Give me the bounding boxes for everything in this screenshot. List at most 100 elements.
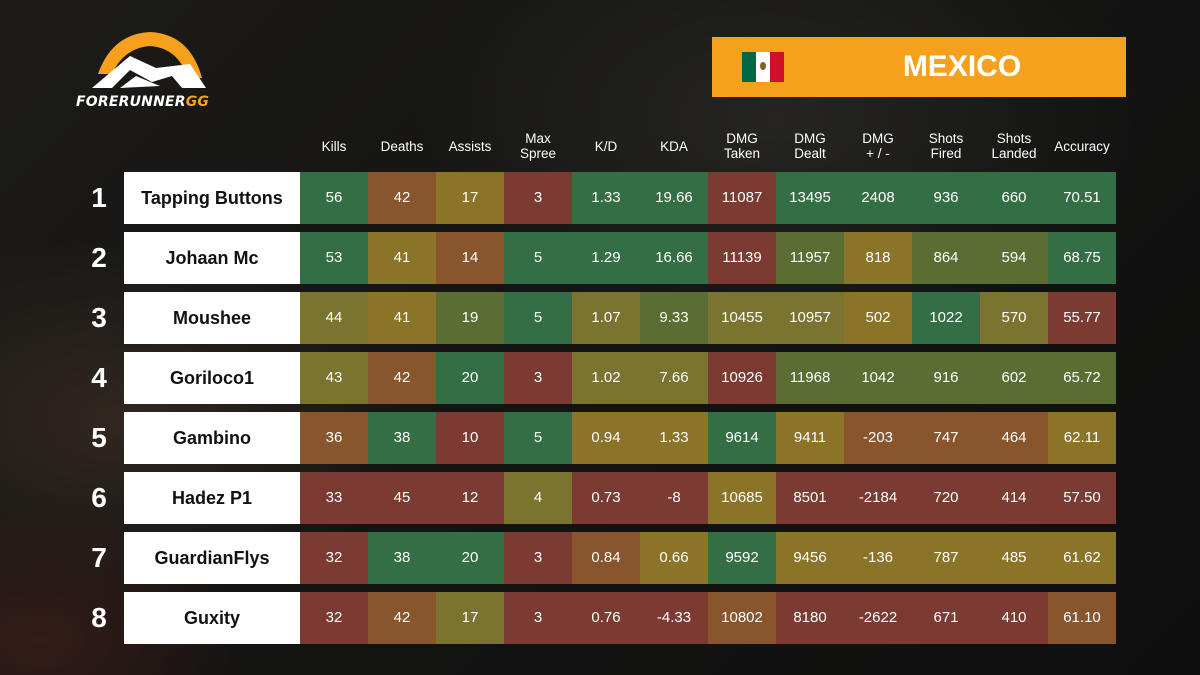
stat-cell: 3 <box>504 532 572 584</box>
stat-cell: 56 <box>300 172 368 224</box>
table-row: 7 GuardianFlys 32 38 20 3 0.84 0.66 9592 9456 -136… <box>0 532 1200 584</box>
stat-cell: 61.10 <box>1048 592 1116 644</box>
stat-cell: 602 <box>980 352 1048 404</box>
column-header: DMG + / - <box>862 131 894 161</box>
stat-cell: 864 <box>912 232 980 284</box>
stat-cell: 9456 <box>776 532 844 584</box>
stat-cell: 485 <box>980 532 1048 584</box>
stat-cell: 14 <box>436 232 504 284</box>
stat-cell: 3 <box>504 592 572 644</box>
stat-cell: 20 <box>436 352 504 404</box>
stat-cell: 13495 <box>776 172 844 224</box>
stat-cell: 5 <box>504 232 572 284</box>
stat-cell: 9411 <box>776 412 844 464</box>
forerunner-emblem-icon <box>92 32 206 88</box>
rank-number: 1 <box>91 182 107 213</box>
stat-cell: 45 <box>368 472 436 524</box>
stat-cell: 10957 <box>776 292 844 344</box>
stat-cell: 8180 <box>776 592 844 644</box>
stat-cell: 570 <box>980 292 1048 344</box>
player-name: Gambino <box>124 412 300 464</box>
stat-cell: 5 <box>504 412 572 464</box>
stat-cell: 0.73 <box>572 472 640 524</box>
forerunner-logo: FORERUNNERGG <box>76 28 226 118</box>
stat-cell: 61.62 <box>1048 532 1116 584</box>
stat-cell: 33 <box>300 472 368 524</box>
stat-cell: 38 <box>368 412 436 464</box>
stat-cell: 3 <box>504 172 572 224</box>
stat-cell: 10926 <box>708 352 776 404</box>
stat-cell: -203 <box>844 412 912 464</box>
stat-cell: 11087 <box>708 172 776 224</box>
stat-cell: 410 <box>980 592 1048 644</box>
stat-cell: 32 <box>300 592 368 644</box>
stat-cell: 10802 <box>708 592 776 644</box>
player-name: GuardianFlys <box>124 532 300 584</box>
stat-cell: 1042 <box>844 352 912 404</box>
country-name: MEXICO <box>902 50 1022 83</box>
stat-cell: 0.76 <box>572 592 640 644</box>
stat-cell: 44 <box>300 292 368 344</box>
table-row: 1 Tapping Buttons 56 42 17 3 1.33 19.66 11087 134… <box>0 172 1200 224</box>
stat-cell: 9592 <box>708 532 776 584</box>
stat-cell: 7.66 <box>640 352 708 404</box>
stat-cell: 32 <box>300 532 368 584</box>
column-header: KDA <box>660 138 688 154</box>
stat-cell: -136 <box>844 532 912 584</box>
logo-wordmark: FORERUNNERGG <box>76 94 210 110</box>
stat-cell: 414 <box>980 472 1048 524</box>
player-name: Hadez P1 <box>124 472 300 524</box>
stat-cell: 1.02 <box>572 352 640 404</box>
stat-cell: 9.33 <box>640 292 708 344</box>
stat-cell: 53 <box>300 232 368 284</box>
player-name: Moushee <box>124 292 300 344</box>
stat-cell: 10455 <box>708 292 776 344</box>
stat-cell: 16.66 <box>640 232 708 284</box>
stat-cell: 594 <box>980 232 1048 284</box>
stat-cell: -2184 <box>844 472 912 524</box>
player-name: Johaan Mc <box>124 232 300 284</box>
player-name: Guxity <box>124 592 300 644</box>
stat-cell: 19.66 <box>640 172 708 224</box>
rank-number: 8 <box>91 602 107 633</box>
player-name: Tapping Buttons <box>124 172 300 224</box>
stat-cell: 720 <box>912 472 980 524</box>
stat-cell: 936 <box>912 172 980 224</box>
column-header: Kills <box>321 138 347 154</box>
column-header: K/D <box>594 138 618 154</box>
stat-cell: 11139 <box>708 232 776 284</box>
stat-cell: 5 <box>504 292 572 344</box>
stat-cell: -2622 <box>844 592 912 644</box>
table-row: 2 Johaan Mc 53 41 14 5 1.29 16.66 11139 11957 818 8… <box>0 232 1200 284</box>
stat-cell: 1022 <box>912 292 980 344</box>
stat-cell: 671 <box>912 592 980 644</box>
stat-cell: 1.29 <box>572 232 640 284</box>
stat-cell: 9614 <box>708 412 776 464</box>
stat-cell: 41 <box>368 232 436 284</box>
stat-cell: 68.75 <box>1048 232 1116 284</box>
rank-number: 5 <box>91 422 107 453</box>
stat-cell: 10 <box>436 412 504 464</box>
stat-cell: 17 <box>436 172 504 224</box>
column-header: Shots Landed <box>991 131 1037 161</box>
table-row: 4 Goriloco1 43 42 20 3 1.02 7.66 10926 11968 1042 9… <box>0 352 1200 404</box>
stat-cell: 2408 <box>844 172 912 224</box>
column-header: Assists <box>448 138 492 154</box>
stat-cell: 818 <box>844 232 912 284</box>
stat-cell: 20 <box>436 532 504 584</box>
stat-cell: 0.66 <box>640 532 708 584</box>
table-row: 5 Gambino 36 38 10 5 0.94 1.33 9614 9411 -203 747 46… <box>0 412 1200 464</box>
stat-cell: 12 <box>436 472 504 524</box>
stat-cell: -4.33 <box>640 592 708 644</box>
stat-cell: 660 <box>980 172 1048 224</box>
stat-cell: 0.84 <box>572 532 640 584</box>
rank-number: 6 <box>91 482 107 513</box>
stat-cell: 464 <box>980 412 1048 464</box>
player-name: Goriloco1 <box>124 352 300 404</box>
stat-cell: 1.33 <box>572 172 640 224</box>
stat-cell: 17 <box>436 592 504 644</box>
stat-cell: 1.33 <box>640 412 708 464</box>
stat-cell: 3 <box>504 352 572 404</box>
stat-cell: 787 <box>912 532 980 584</box>
table-row: 6 Hadez P1 33 45 12 4 0.73 -8 10685 8501 -2184 720 4… <box>0 472 1200 524</box>
